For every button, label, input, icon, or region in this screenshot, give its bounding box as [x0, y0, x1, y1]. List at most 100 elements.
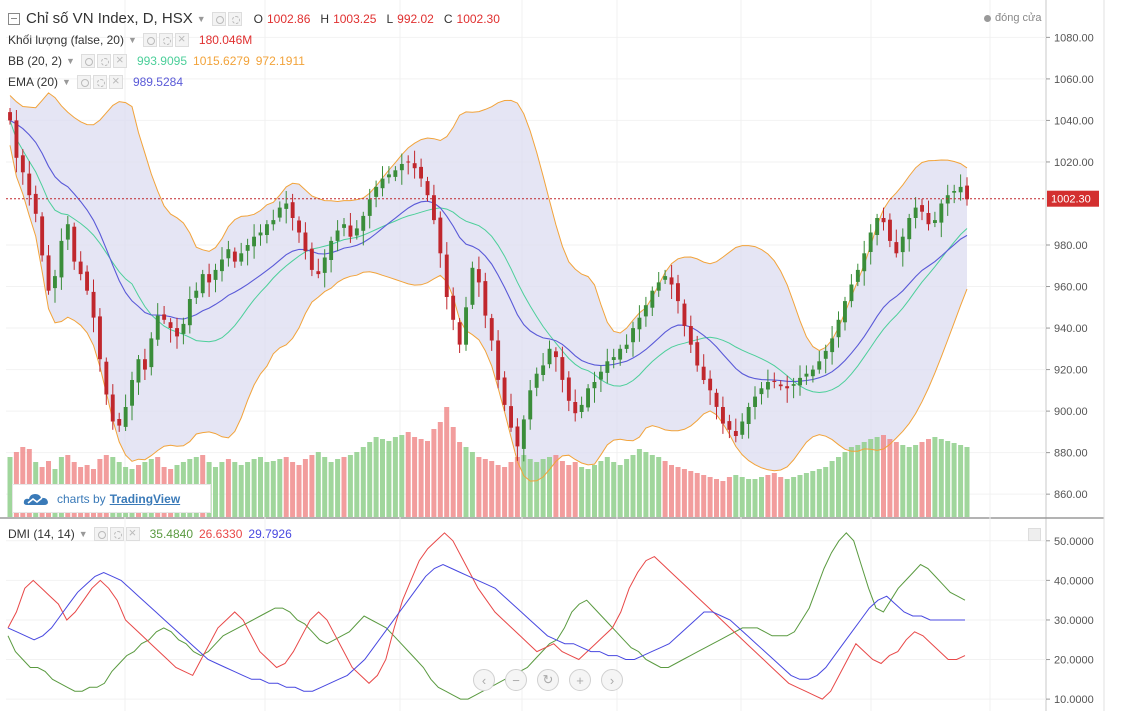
- volume-bar: [938, 439, 944, 517]
- close-icon[interactable]: [125, 525, 140, 541]
- candle-body: [342, 224, 346, 228]
- volume-bar: [592, 465, 597, 517]
- volume-bar: [842, 452, 848, 517]
- eye-icon[interactable]: [80, 54, 95, 68]
- close-icon[interactable]: [174, 31, 189, 47]
- candle-body: [419, 166, 423, 179]
- volume-bar: [444, 407, 450, 517]
- volume-bar: [881, 435, 886, 517]
- candle-body: [252, 236, 256, 247]
- volume-bar: [399, 435, 405, 517]
- chart-title[interactable]: Chỉ số VN Index, D, HSX: [26, 10, 193, 27]
- candle-body: [682, 303, 687, 326]
- candle-body: [470, 267, 475, 305]
- dmi-legend: DMI (14, 14) ▼ 35.4840 26.6330 29.7926: [8, 525, 292, 541]
- candle-body: [8, 112, 12, 121]
- volume-bar: [579, 467, 585, 517]
- candle-body: [515, 426, 520, 447]
- tradingview-badge[interactable]: charts by TradingView: [12, 484, 211, 513]
- ema-name[interactable]: EMA (20): [8, 75, 59, 89]
- eye-icon[interactable]: [76, 75, 91, 89]
- candle-body: [958, 186, 963, 193]
- volume-bar: [585, 469, 591, 517]
- candle-body: [181, 323, 186, 334]
- pane-collapse-button[interactable]: [1028, 528, 1041, 541]
- dmi-name[interactable]: DMI (14, 14): [8, 527, 75, 541]
- zoom-in-button[interactable]: +: [569, 669, 591, 691]
- volume-bar: [771, 473, 777, 517]
- ohlc-close-value: 1002.30: [456, 11, 500, 26]
- ohlc-open-label: O: [253, 11, 263, 26]
- eye-icon[interactable]: [211, 11, 226, 26]
- gear-icon[interactable]: [109, 527, 124, 541]
- last-price-tag: [1047, 190, 1099, 207]
- collapse-icon[interactable]: [8, 12, 20, 25]
- chevron-down-icon[interactable]: ▼: [78, 529, 88, 539]
- volume-bar: [302, 459, 308, 517]
- volume-bar: [469, 452, 475, 517]
- dmi-plus-value: 35.4840: [149, 527, 193, 541]
- candle-body: [586, 388, 590, 408]
- candle-body: [322, 257, 327, 273]
- volume-bar: [540, 459, 546, 517]
- chevron-down-icon[interactable]: ▼: [127, 35, 137, 45]
- volume-bar: [791, 477, 797, 517]
- candle-body: [810, 369, 815, 377]
- reset-button[interactable]: ↻: [537, 669, 559, 691]
- candle-body: [14, 120, 19, 158]
- close-icon[interactable]: [112, 52, 127, 68]
- volume-bar: [958, 445, 964, 517]
- candle-body: [162, 314, 167, 320]
- volume-bar: [527, 459, 533, 517]
- gear-icon[interactable]: [92, 75, 107, 89]
- candle-body: [817, 361, 822, 370]
- candle-body: [605, 361, 610, 373]
- candle-body: [104, 361, 109, 395]
- candle-body: [367, 199, 372, 216]
- close-icon[interactable]: [108, 73, 123, 89]
- volume-bar: [598, 461, 604, 517]
- gear-icon[interactable]: [227, 11, 242, 26]
- eye-icon[interactable]: [93, 527, 108, 541]
- gear-icon[interactable]: [158, 33, 173, 47]
- candle-body: [213, 269, 218, 280]
- eye-icon[interactable]: [142, 33, 157, 47]
- chevron-down-icon[interactable]: ▼: [66, 56, 75, 66]
- candle-body: [676, 283, 680, 302]
- candle-body: [444, 254, 449, 297]
- scroll-left-button[interactable]: ‹: [473, 669, 495, 691]
- bb-basis-line: [9, 120, 968, 394]
- volume-bar: [694, 473, 700, 517]
- volume-bar: [392, 437, 398, 517]
- volume-bar: [861, 442, 867, 517]
- volume-bar: [739, 477, 745, 517]
- gear-icon[interactable]: [96, 54, 111, 68]
- bb-name[interactable]: BB (20, 2): [8, 54, 63, 68]
- volume-bar: [335, 459, 341, 517]
- price-axis-label: 980.00: [1054, 240, 1088, 252]
- volume-bar: [20, 447, 26, 517]
- ohlc-high-value: 1003.25: [333, 11, 377, 26]
- candle-body: [110, 394, 115, 422]
- candle-body: [772, 380, 777, 382]
- zoom-out-button[interactable]: −: [505, 669, 527, 691]
- candle-body: [509, 406, 513, 428]
- chevron-down-icon[interactable]: ▼: [196, 13, 206, 24]
- candle-body: [27, 173, 32, 196]
- bb-lower-line: [9, 145, 968, 482]
- volume-bar: [624, 459, 630, 517]
- scroll-right-button[interactable]: ›: [601, 669, 623, 691]
- candle-body: [297, 220, 301, 233]
- candle-body: [669, 277, 674, 285]
- dmi-minus-line: [7, 532, 966, 700]
- chevron-down-icon[interactable]: ▼: [62, 77, 71, 87]
- candle-body: [599, 371, 603, 380]
- candle-body: [900, 236, 905, 253]
- bb-lower-value: 972.1911: [255, 54, 305, 68]
- volume-bar: [450, 427, 456, 517]
- badge-brand-link[interactable]: TradingView: [109, 491, 181, 506]
- volume-name[interactable]: Khối lượng (false, 20): [8, 33, 124, 47]
- candle-body: [753, 396, 757, 407]
